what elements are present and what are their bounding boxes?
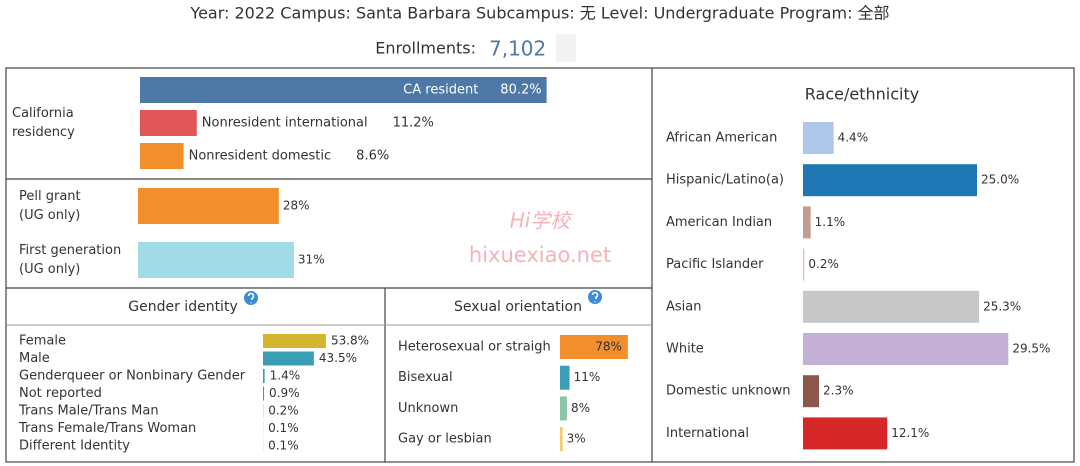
bar bbox=[140, 143, 184, 169]
bar bbox=[560, 396, 567, 421]
help-icon[interactable] bbox=[244, 291, 258, 305]
category-label: Female bbox=[19, 334, 66, 349]
chart-title: Race/ethnicity bbox=[805, 85, 919, 104]
value-label: 78% bbox=[595, 340, 622, 354]
category-label: Domestic unknown bbox=[666, 384, 790, 399]
chart-title: Sexual orientation bbox=[454, 299, 582, 315]
bar bbox=[803, 248, 805, 281]
value-label: 0.2% bbox=[268, 404, 299, 418]
value-label: 29.5% bbox=[1012, 342, 1050, 356]
frame bbox=[5, 67, 1075, 463]
help-icon-glyph bbox=[247, 292, 255, 304]
category-label: Pell grant (UG only) bbox=[19, 189, 81, 223]
bar bbox=[803, 206, 811, 239]
value-label: 12.1% bbox=[891, 426, 929, 440]
category-label: Asian bbox=[666, 299, 701, 314]
enrollments-label: Enrollments: bbox=[375, 39, 476, 58]
value-label: 31% bbox=[298, 253, 325, 267]
value-label: 4.4% bbox=[838, 131, 869, 145]
category-label: Bisexual bbox=[398, 370, 453, 385]
bar bbox=[803, 375, 820, 408]
category-label: First generation (UG only) bbox=[19, 243, 122, 277]
bar bbox=[803, 290, 980, 323]
value-label: 0.2% bbox=[808, 257, 839, 271]
value-label: 11.2% bbox=[393, 116, 434, 131]
bar bbox=[803, 333, 1009, 365]
category-label: Heterosexual or straigh bbox=[398, 340, 551, 355]
bar bbox=[263, 386, 265, 401]
category-label: Nonresident international bbox=[202, 116, 368, 131]
value-label: 0.1% bbox=[268, 421, 299, 435]
category-label: Gay or lesbian bbox=[398, 432, 492, 447]
bar bbox=[140, 77, 547, 103]
category-label: CA resident bbox=[403, 83, 478, 98]
bar bbox=[140, 110, 197, 136]
category-label: Male bbox=[19, 351, 50, 366]
value-label: 0.9% bbox=[269, 386, 300, 400]
bar bbox=[803, 417, 888, 450]
bar bbox=[138, 188, 279, 224]
value-label: 1.4% bbox=[270, 369, 301, 383]
bar bbox=[263, 334, 326, 348]
value-label: 8% bbox=[571, 401, 590, 415]
value-label: 28% bbox=[283, 199, 310, 213]
value-label: 3% bbox=[567, 432, 586, 446]
bar bbox=[560, 335, 628, 359]
category-label: Trans Female/Trans Woman bbox=[18, 421, 196, 436]
category-label: Different Identity bbox=[19, 439, 130, 454]
value-label: 1.1% bbox=[815, 215, 846, 229]
category-label: Unknown bbox=[398, 401, 458, 416]
category-label: Genderqueer or Nonbinary Gender bbox=[19, 369, 246, 384]
watermark-site: hixuexiao.net bbox=[469, 243, 611, 267]
value-label: 80.2% bbox=[500, 83, 541, 98]
category-label: Nonresident domestic bbox=[189, 149, 332, 164]
value-label: 2.3% bbox=[823, 384, 854, 398]
bar bbox=[803, 164, 977, 197]
category-label: International bbox=[666, 426, 749, 441]
filters: Year: 2022 Campus: Santa Barbara Subcamp… bbox=[189, 4, 889, 23]
bar bbox=[138, 242, 294, 278]
value-label: 8.6% bbox=[356, 149, 389, 164]
value-label: 25.0% bbox=[981, 173, 1019, 187]
bar bbox=[560, 427, 563, 452]
decor bbox=[556, 34, 576, 62]
value-label: 0.1% bbox=[268, 439, 299, 453]
chart-title: California residency bbox=[12, 106, 75, 140]
bar bbox=[263, 369, 265, 383]
bar bbox=[263, 351, 314, 366]
bar bbox=[560, 365, 570, 390]
category-label: Pacific Islander bbox=[666, 257, 764, 272]
bar bbox=[803, 122, 834, 154]
value-label: 11% bbox=[574, 370, 601, 384]
chart-title: Gender identity bbox=[128, 299, 237, 315]
help-icon[interactable] bbox=[588, 290, 602, 304]
category-label: White bbox=[666, 342, 704, 357]
category-label: Hispanic/Latino(a) bbox=[666, 173, 784, 188]
category-label: Trans Male/Trans Man bbox=[18, 404, 159, 419]
help-icon-glyph bbox=[591, 291, 599, 303]
value-label: 25.3% bbox=[983, 299, 1021, 313]
value-label: 53.8% bbox=[331, 334, 369, 348]
watermark-logo: Hi学校 bbox=[510, 209, 574, 233]
value-label: 43.5% bbox=[319, 351, 357, 365]
enrollments-value: 7,102 bbox=[489, 37, 546, 61]
category-label: American Indian bbox=[666, 215, 772, 230]
category-label: African American bbox=[666, 131, 777, 146]
category-label: Not reported bbox=[19, 386, 102, 401]
